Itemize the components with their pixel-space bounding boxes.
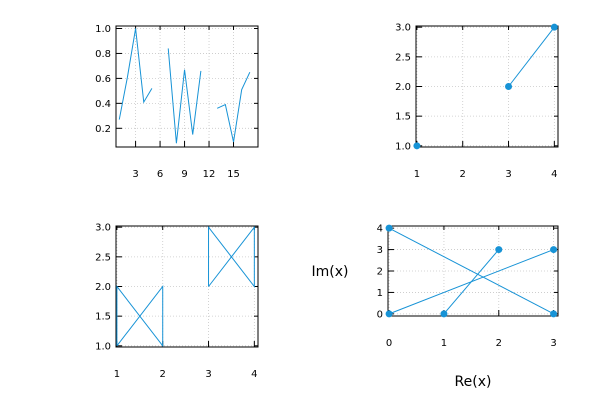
y-tick-label: 0.8 — [95, 49, 111, 60]
y-tick-label: 1.0 — [95, 341, 111, 352]
x-tick-label: 3 — [132, 169, 138, 180]
data-point — [505, 83, 513, 90]
subplot-bottom-left: 1 2 3 4 1.0 1.5 2.0 2.5 3.0 — [95, 223, 259, 380]
x-tick-label: 3 — [205, 369, 211, 380]
subplot-bottom-right: 0 1 2 3 0 1 2 3 4 Re(x) Im(x) — [312, 224, 559, 390]
y-tick-label: 3.0 — [395, 23, 411, 34]
series-line — [118, 28, 153, 120]
x-tick-label: 1 — [414, 169, 420, 180]
x-tick-label: 4 — [251, 369, 257, 380]
y-tick-label: 1.0 — [95, 24, 111, 35]
x-tick-label: 15 — [227, 169, 240, 180]
y-tick-label: 1.0 — [395, 141, 411, 152]
y-tick-label: 0.6 — [95, 74, 111, 85]
series-line — [116, 285, 164, 348]
subplot-top-left: 3 6 9 12 15 0.2 0.4 0.6 0.8 1.0 — [95, 24, 259, 180]
x-tick-label: 2 — [496, 338, 502, 349]
y-tick-label: 0 — [377, 309, 383, 320]
x-tick-label: 2 — [460, 169, 466, 180]
x-tick-label: 9 — [181, 169, 187, 180]
y-tick-label: 1.5 — [395, 112, 411, 123]
axes-frame — [115, 25, 259, 148]
y-tick-label: 1 — [377, 288, 383, 299]
y-tick-label: 0.4 — [95, 99, 111, 110]
y-axis-label: Im(x) — [312, 264, 349, 280]
x-tick-label: 4 — [551, 169, 557, 180]
x-tick-label: 2 — [160, 369, 166, 380]
subplot-top-right: 1 2 3 4 1.0 1.5 2.0 2.5 3.0 — [395, 23, 559, 180]
data-point — [550, 246, 558, 254]
data-point — [413, 142, 421, 150]
x-tick-label: 1 — [441, 338, 447, 349]
data-point — [550, 310, 558, 318]
x-axis-label: Re(x) — [455, 374, 492, 390]
y-tick-label: 3.0 — [95, 223, 111, 234]
x-tick-label: 0 — [386, 338, 392, 349]
x-tick-label: 3 — [550, 338, 556, 349]
data-point — [385, 310, 393, 318]
y-tick-label: 1.5 — [95, 312, 111, 323]
y-tick-label: 2.0 — [95, 282, 111, 293]
data-point — [495, 246, 503, 254]
series-line — [443, 249, 500, 315]
series-line — [167, 48, 202, 144]
y-tick-label: 2.5 — [95, 252, 111, 263]
data-point — [550, 23, 558, 31]
y-tick-label: 3 — [377, 245, 383, 256]
data-point — [385, 224, 393, 232]
x-tick-label: 6 — [157, 169, 163, 180]
data-point — [440, 310, 448, 318]
y-tick-label: 4 — [377, 224, 383, 235]
y-tick-label: 2.5 — [395, 52, 411, 63]
x-tick-label: 12 — [203, 169, 216, 180]
series-line — [216, 71, 251, 143]
x-tick-label: 3 — [505, 169, 511, 180]
y-tick-label: 2.0 — [395, 82, 411, 93]
series-line — [208, 225, 255, 288]
series-line — [388, 227, 554, 315]
series-line — [508, 26, 555, 87]
y-tick-label: 0.2 — [95, 124, 111, 135]
x-tick-label: 1 — [114, 369, 120, 380]
y-tick-label: 2 — [377, 267, 383, 278]
